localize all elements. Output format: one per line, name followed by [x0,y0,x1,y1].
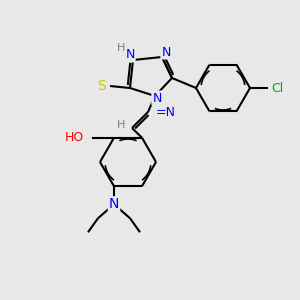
Text: =N: =N [156,106,176,118]
Text: H: H [117,43,125,53]
Text: N: N [109,197,119,211]
Text: S: S [98,79,106,93]
Text: Cl: Cl [271,82,283,94]
Text: H: H [117,120,125,130]
Text: N: N [152,92,162,104]
Text: N: N [125,49,135,62]
Text: HO: HO [65,131,84,144]
Text: N: N [161,46,171,59]
